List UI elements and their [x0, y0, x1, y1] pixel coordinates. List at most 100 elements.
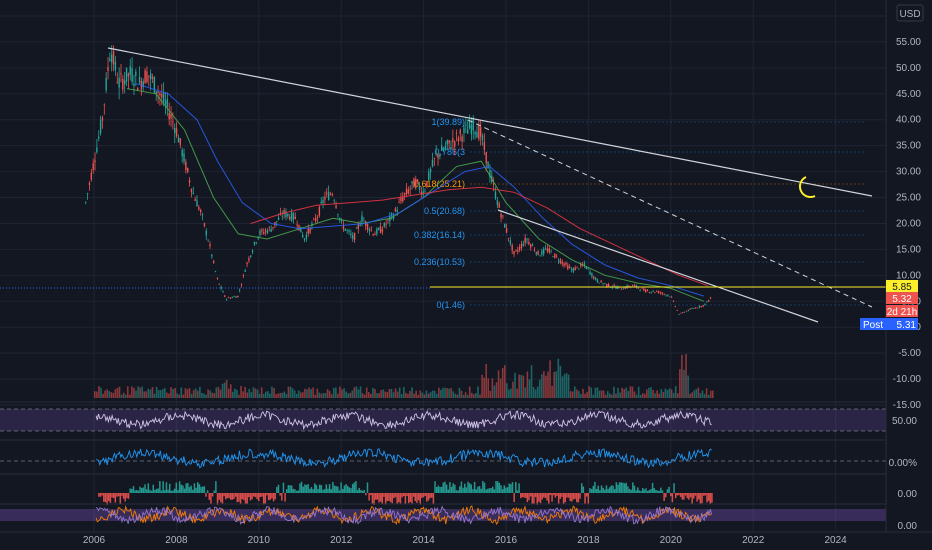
volume-bar [135, 390, 137, 398]
histogram-bar [487, 488, 489, 493]
volume-bar [584, 393, 586, 398]
histogram-bar [482, 481, 484, 493]
candle-body [270, 229, 272, 232]
volume-bar [108, 390, 111, 398]
candle-body [604, 283, 606, 285]
volume-bar [450, 388, 452, 398]
candle-body [96, 147, 98, 153]
post-market-tag: Post 5.31 [860, 318, 918, 331]
pane-tick-label: 0.00 [898, 521, 918, 532]
candle-body [307, 228, 309, 234]
short-trendline[interactable] [497, 209, 819, 323]
time-axis[interactable]: 2006 2008 2010 2012 2014 2016 2018 2020 2022 2024 [0, 531, 932, 546]
histogram-bar [571, 493, 573, 502]
volume-bar [116, 387, 119, 398]
indicator-panes [0, 401, 886, 526]
y-tick-label: 45.00 [896, 89, 921, 100]
candle-body [476, 132, 478, 138]
x-tick-label: 2024 [824, 535, 847, 546]
x-tick-label: 2022 [742, 535, 765, 546]
histogram-bar [342, 488, 344, 493]
histogram-bar [612, 485, 614, 493]
histogram-bar [409, 493, 412, 502]
candle-body [322, 199, 324, 204]
histogram-bar [567, 493, 570, 498]
volume-bar [279, 392, 281, 398]
histogram-bar [643, 489, 646, 493]
volume-bar [129, 394, 131, 398]
volume-bar [609, 393, 611, 398]
volume-bar [547, 371, 549, 398]
volume-bar [240, 386, 242, 398]
histogram-bar [463, 483, 466, 493]
histogram-bar [613, 489, 616, 493]
candle-body [122, 78, 124, 90]
histogram-bar [457, 490, 459, 493]
histogram-bar [627, 486, 629, 493]
histogram-bar [266, 493, 268, 496]
stoch-d-line [95, 504, 712, 526]
histogram-bar [307, 483, 309, 493]
y-tick-label: -10.00 [893, 374, 922, 385]
fib-level-label: 0.786(3 [434, 147, 465, 157]
volume-bar [126, 386, 129, 398]
histogram-bar [126, 493, 128, 499]
histogram-bar [523, 493, 525, 498]
histogram-bar [282, 482, 285, 493]
candle-body [474, 131, 476, 135]
volume-bar [664, 388, 667, 398]
candle-body [550, 251, 552, 252]
candle-body [459, 129, 461, 134]
volume-bar [627, 391, 630, 398]
histogram-bar [103, 493, 105, 502]
histogram-bar [154, 489, 156, 493]
histogram-bar [541, 493, 543, 500]
candle-body [324, 196, 326, 200]
candle-body [555, 255, 558, 257]
candle-body [203, 223, 206, 227]
histogram-bar [455, 490, 458, 493]
histogram-bar [424, 493, 426, 496]
volume-bar [602, 390, 605, 398]
histogram-bar [671, 493, 674, 503]
fibonacci-retracement[interactable]: 1(39.89) 0.786(3 0.618(25.21) 0.5(20.68) 0.3… [414, 117, 866, 310]
candle-body [492, 183, 495, 185]
histogram-bar [595, 488, 598, 493]
histogram-bar [681, 493, 684, 500]
currency-label: USD [899, 9, 920, 20]
histogram-bar [585, 493, 588, 497]
histogram-bar [483, 482, 486, 493]
candle-body [205, 230, 207, 236]
candle-body [263, 232, 265, 234]
volume-bar [293, 390, 296, 398]
volume-bar [328, 390, 331, 398]
currency-badge[interactable]: USD [896, 4, 924, 22]
candle-body [570, 269, 573, 271]
volume-bar [139, 387, 141, 398]
long-trendline[interactable] [107, 47, 873, 197]
volume-bar [300, 392, 302, 398]
histogram-bar [192, 489, 194, 493]
volume-bar [580, 394, 582, 398]
candle-body [526, 239, 528, 241]
dashed-trendline[interactable] [467, 119, 873, 308]
volume-bar [155, 386, 158, 398]
histogram-bar [249, 493, 252, 501]
candle-body [146, 71, 148, 83]
candle-body [407, 189, 410, 194]
volume-bar [687, 375, 689, 398]
histogram-bar [370, 493, 372, 496]
histogram-bar [112, 493, 115, 499]
histogram-bar [544, 493, 547, 499]
histogram-bar [419, 493, 421, 505]
trendline-drawings[interactable] [0, 47, 886, 323]
histogram-bar [155, 488, 158, 493]
candle-body [88, 183, 91, 186]
histogram-bar [175, 482, 178, 493]
volume-bar [141, 386, 143, 398]
candle-body [439, 154, 441, 157]
histogram-bar [412, 493, 415, 497]
x-tick-label: 2018 [577, 535, 600, 546]
histogram-bar [295, 490, 298, 493]
